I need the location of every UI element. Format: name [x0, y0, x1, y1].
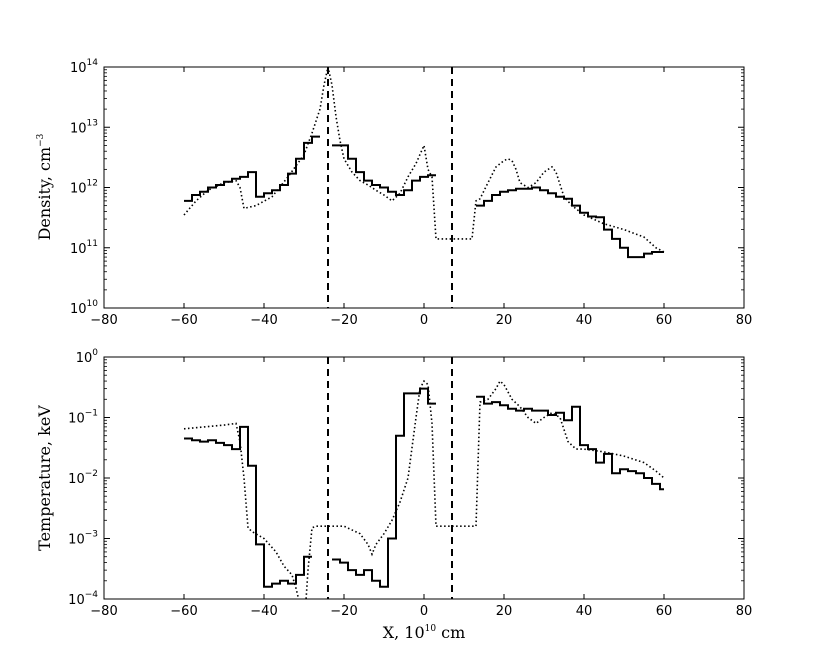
solid-series-line-1	[332, 144, 436, 196]
x-axis-label: X, 1010 cm	[383, 623, 466, 642]
x-tick-label: 40	[576, 604, 593, 619]
x-tick-label: 0	[420, 604, 428, 619]
x-tick-label: 60	[656, 604, 673, 619]
x-tick-label: 0	[420, 313, 428, 328]
y-tick-label: 10−1	[68, 409, 98, 427]
y-tick-label: 10−3	[68, 530, 98, 548]
y-tick-label: 1014	[70, 58, 98, 76]
solid-series-line-0	[184, 425, 312, 588]
x-tick-label: −40	[250, 313, 277, 328]
y-tick-label: 10−4	[68, 590, 98, 608]
solid-series-line-1	[332, 387, 436, 588]
y-tick-label: 100	[76, 348, 99, 366]
dotted-series-line-0	[183, 67, 665, 253]
density-axes-frame	[103, 66, 745, 309]
density-ticks: −80 −60 −40 −20 0 20 40 60 80 1010 1011 1012 1013 101…	[70, 58, 752, 328]
x-tick-label: 80	[736, 604, 753, 619]
temperature-ticks: −80 −60 −40 −20 0 20 40 60 80 10−4 10−3 10−2 10−1 100	[68, 348, 752, 619]
x-tick-label: 20	[496, 313, 513, 328]
x-tick-label: −20	[330, 604, 357, 619]
x-tick-label: −40	[250, 604, 277, 619]
solid-series-line-2	[476, 186, 664, 259]
dotted-series-line-0	[183, 379, 665, 599]
x-tick-label: 60	[656, 313, 673, 328]
x-tick-label: −60	[170, 604, 197, 619]
x-tick-label: 40	[576, 313, 593, 328]
x-tick-label: 20	[496, 604, 513, 619]
x-tick-label: −60	[170, 313, 197, 328]
density-plot-area	[183, 67, 665, 308]
solid-series-line-2	[476, 395, 664, 491]
x-tick-label: −80	[90, 313, 117, 328]
temperature-y-axis-label: Temperature, keV	[35, 405, 54, 551]
x-tick-label: 80	[736, 313, 753, 328]
y-tick-label: 10−2	[68, 469, 98, 487]
density-y-axis-label: Density, cm−3	[35, 133, 54, 240]
density-panel: −80 −60 −40 −20 0 20 40 60 80 1010 1011 1012 1013 101…	[35, 58, 752, 328]
x-tick-label: −20	[330, 313, 357, 328]
temperature-plot-area	[183, 357, 665, 599]
y-tick-label: 1012	[70, 179, 98, 197]
y-tick-label: 1011	[70, 239, 98, 257]
y-tick-label: 1010	[70, 299, 98, 317]
y-tick-label: 1013	[70, 118, 98, 136]
x-tick-label: −80	[90, 604, 117, 619]
temperature-panel: −80 −60 −40 −20 0 20 40 60 80 10−4 10−3 10−2 10−1 100…	[35, 348, 752, 642]
solid-series-line-0	[184, 135, 320, 202]
